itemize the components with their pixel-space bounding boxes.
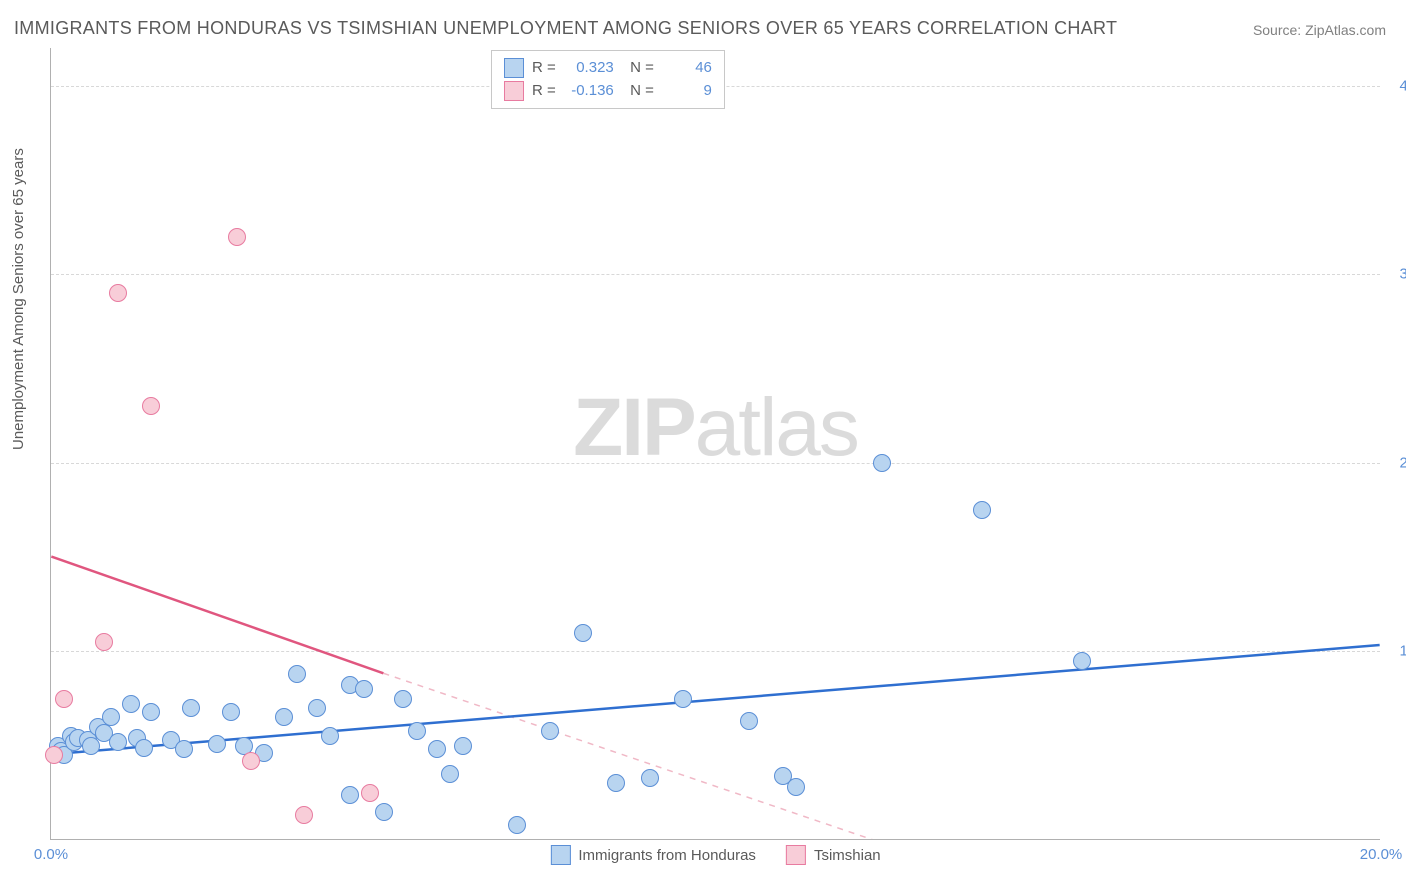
point-tsimshian: [55, 690, 73, 708]
point-honduras: [288, 665, 306, 683]
legend-label: Tsimshian: [814, 847, 881, 864]
y-tick-label: 20.0%: [1399, 454, 1406, 471]
legend-item-tsimshian: Tsimshian: [786, 845, 881, 865]
point-tsimshian: [142, 397, 160, 415]
point-honduras: [208, 735, 226, 753]
point-honduras: [574, 624, 592, 642]
legend-item-honduras: Immigrants from Honduras: [550, 845, 756, 865]
y-axis-label: Unemployment Among Seniors over 65 years: [10, 148, 27, 450]
point-tsimshian: [361, 784, 379, 802]
chart-title: IMMIGRANTS FROM HONDURAS VS TSIMSHIAN UN…: [14, 18, 1117, 39]
point-honduras: [508, 816, 526, 834]
point-honduras: [408, 722, 426, 740]
point-honduras: [308, 699, 326, 717]
point-tsimshian: [109, 284, 127, 302]
point-honduras: [1073, 652, 1091, 670]
watermark: ZIPatlas: [573, 381, 858, 475]
swatch-honduras: [550, 845, 570, 865]
x-tick-label: 0.0%: [34, 846, 68, 863]
source-label: Source: ZipAtlas.com: [1253, 22, 1386, 38]
point-honduras: [135, 739, 153, 757]
point-honduras: [428, 740, 446, 758]
point-tsimshian: [295, 806, 313, 824]
gridline: [51, 651, 1380, 652]
point-tsimshian: [95, 633, 113, 651]
point-honduras: [122, 695, 140, 713]
point-honduras: [973, 501, 991, 519]
swatch-tsimshian: [786, 845, 806, 865]
point-honduras: [375, 803, 393, 821]
point-tsimshian: [45, 746, 63, 764]
swatch-honduras: [504, 58, 524, 78]
point-honduras: [102, 708, 120, 726]
swatch-tsimshian: [504, 81, 524, 101]
point-honduras: [175, 740, 193, 758]
point-honduras: [873, 454, 891, 472]
point-honduras: [222, 703, 240, 721]
y-tick-label: 10.0%: [1399, 643, 1406, 660]
stats-row-honduras: R =0.323 N =46: [504, 57, 712, 80]
point-honduras: [275, 708, 293, 726]
point-honduras: [541, 722, 559, 740]
point-honduras: [341, 786, 359, 804]
point-honduras: [82, 737, 100, 755]
stats-row-tsimshian: R =-0.136 N =9: [504, 80, 712, 103]
gridline: [51, 274, 1380, 275]
bottom-legend: Immigrants from Honduras Tsimshian: [550, 845, 880, 865]
point-honduras: [109, 733, 127, 751]
point-honduras: [441, 765, 459, 783]
point-honduras: [321, 727, 339, 745]
point-tsimshian: [228, 228, 246, 246]
trend-lines: [51, 48, 1380, 839]
point-honduras: [454, 737, 472, 755]
point-honduras: [674, 690, 692, 708]
y-tick-label: 30.0%: [1399, 266, 1406, 283]
y-tick-label: 40.0%: [1399, 77, 1406, 94]
x-tick-label: 20.0%: [1360, 846, 1403, 863]
point-honduras: [787, 778, 805, 796]
gridline: [51, 463, 1380, 464]
stats-legend: R =0.323 N =46 R =-0.136 N =9: [491, 50, 725, 109]
plot-area: ZIPatlas 10.0%20.0%30.0%40.0% R =0.323 N…: [50, 48, 1380, 840]
point-honduras: [641, 769, 659, 787]
point-tsimshian: [242, 752, 260, 770]
point-honduras: [740, 712, 758, 730]
point-honduras: [355, 680, 373, 698]
point-honduras: [142, 703, 160, 721]
point-honduras: [394, 690, 412, 708]
legend-label: Immigrants from Honduras: [578, 847, 756, 864]
point-honduras: [182, 699, 200, 717]
point-honduras: [607, 774, 625, 792]
